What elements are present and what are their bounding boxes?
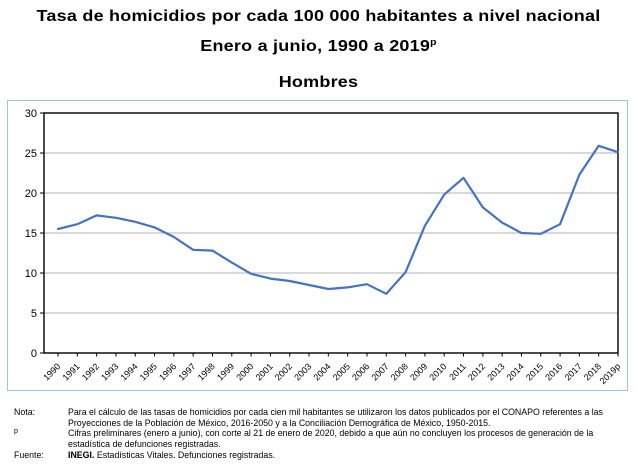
- x-axis-label: 2003: [292, 361, 313, 382]
- fuente-text: INEGI. Estadísticas Vitales. Defunciones…: [68, 450, 625, 461]
- x-axis-label: 2006: [350, 361, 371, 382]
- x-axis-label: 2013: [485, 361, 506, 382]
- note-row-preliminary: p Cifras preliminares (enero a junio), c…: [0, 428, 632, 449]
- x-axis-label: 2015: [524, 361, 545, 382]
- preliminary-note-text: Cifras preliminares (enero a junio), con…: [68, 428, 594, 450]
- y-axis-label: 10: [25, 268, 37, 280]
- x-axis-label: 1994: [118, 361, 139, 382]
- x-axis-label: 2017: [563, 361, 584, 382]
- y-axis-label: 5: [31, 308, 37, 320]
- x-axis-label: 1991: [60, 361, 81, 382]
- plot: 0 5 10 15 20 25 30 1990199119921993199419951996…: [25, 108, 623, 386]
- page-title: Tasa de homicidios por cada 100 000 habi…: [36, 8, 601, 25]
- x-axis-label: 2019p: [598, 361, 623, 386]
- x-axis-label: 2016: [543, 361, 564, 382]
- x-axis-label: 2007: [369, 361, 390, 382]
- chart-area: 0 5 10 15 20 25 30 1990 1991 1992 1993 1994 1995 1996…: [7, 100, 628, 391]
- preliminary-label: p: [0, 428, 68, 440]
- page-subtitle: Enero a junio, 1990 a 2019p: [0, 37, 637, 56]
- x-axis-label: 2004: [312, 361, 333, 382]
- x-axis-label: 2005: [331, 361, 352, 382]
- fuente-source-rest: Estadísticas Vitales. Defunciones regist…: [94, 449, 276, 460]
- x-axis-label: 1996: [157, 361, 178, 382]
- x-axis-label: 1995: [138, 361, 159, 382]
- y-axis-label: 0: [31, 348, 37, 360]
- x-axis-label: 2014: [505, 361, 526, 382]
- x-axis-label: 2002: [273, 361, 294, 382]
- x-axis-label: 2012: [466, 361, 487, 382]
- x-axis-label: 2001: [254, 361, 275, 382]
- x-axis-label: 1997: [176, 361, 197, 382]
- hombres-trend-line: [56, 144, 620, 295]
- x-axis-label: 2009: [408, 361, 429, 382]
- x-axis-label: 2000: [234, 361, 255, 382]
- nota-text: Para el cálculo de las tasas de homicidi…: [68, 407, 603, 428]
- x-axis-label: 1990: [41, 361, 62, 382]
- nota-label: Nota:: [14, 407, 36, 417]
- y-axis-label: 30: [25, 108, 37, 120]
- note-row-fuente: Fuente: INEGI. Estadísticas Vitales. Def…: [0, 450, 632, 461]
- y-axis-label: 20: [25, 188, 37, 200]
- x-axis-label: 2010: [427, 361, 448, 382]
- x-axis-label: 2011: [447, 361, 468, 382]
- x-axis-label: 1992: [80, 361, 101, 382]
- subtitle-superscript-p: p: [430, 37, 437, 47]
- x-axis-label: 1998: [196, 361, 217, 382]
- y-axis-label: 15: [25, 228, 37, 240]
- preliminary-sup-p: p: [14, 428, 18, 436]
- subtitle-text: Enero a junio, 1990 a 2019: [200, 38, 431, 56]
- fuente-source-name: INEGI.: [68, 449, 95, 460]
- footnotes: Nota: Para el cálculo de las tasas de ho…: [0, 407, 632, 461]
- fuente-label: Fuente:: [14, 449, 44, 460]
- chart-title-hombres: Hombres: [278, 74, 359, 91]
- x-axis-label: 1999: [215, 361, 236, 382]
- x-axis-label: 1993: [99, 361, 120, 382]
- x-axis-label: 2008: [389, 361, 410, 382]
- y-axis-label: 25: [25, 148, 37, 160]
- note-row-nota: Nota: Para el cálculo de las tasas de ho…: [0, 407, 632, 428]
- homicide-rate-line-chart: 0 5 10 15 20 25 30 1990199119921993199419951996…: [25, 108, 623, 386]
